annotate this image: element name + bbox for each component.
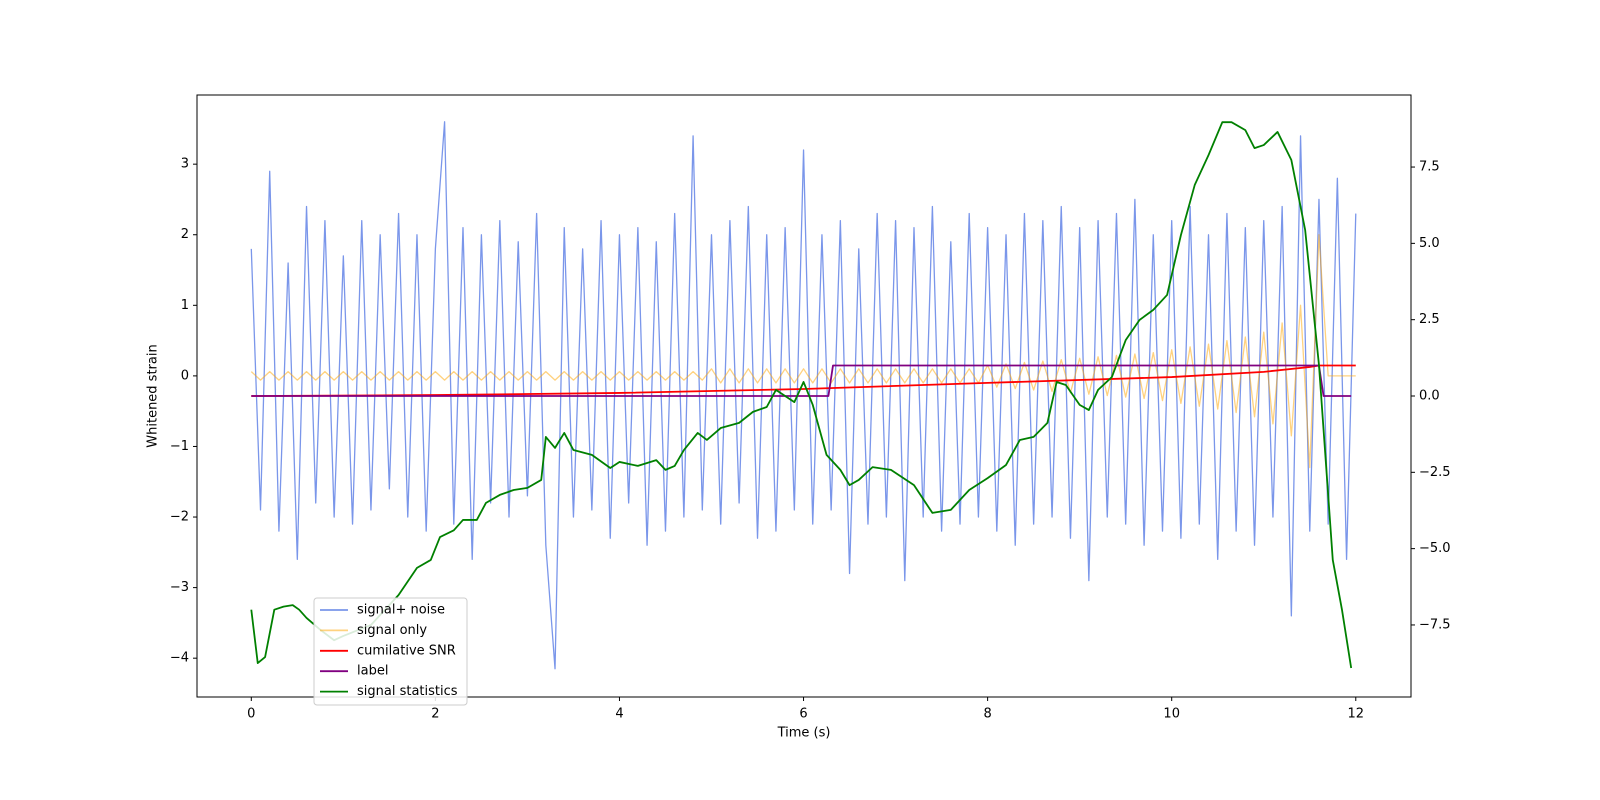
x-tick-label: 4	[615, 707, 623, 722]
y2-tick-label: 0.0	[1419, 389, 1440, 404]
y-axis-label: Whitened strain	[146, 344, 161, 447]
y2-tick-label: −7.5	[1419, 617, 1451, 632]
y-tick-label: −2	[170, 510, 189, 525]
y-tick-label: 3	[181, 157, 189, 172]
y2-tick-label: 5.0	[1419, 236, 1440, 251]
x-tick-label: 10	[1163, 707, 1180, 722]
plot-frame	[196, 94, 1412, 698]
y2-tick-label: −2.5	[1419, 465, 1451, 480]
legend-label: signal only	[357, 623, 427, 638]
series-line	[251, 364, 1356, 397]
plot-lines	[250, 121, 1357, 670]
series-line	[250, 121, 1357, 670]
y-tick-label: 1	[181, 298, 189, 313]
y-tick-label: −4	[170, 651, 189, 666]
legend-label: signal statistics	[357, 684, 458, 699]
series-line	[251, 364, 1352, 397]
x-tick-label: 0	[247, 707, 255, 722]
series-line	[250, 121, 1353, 669]
legend: signal+ noise signal only cumilative SNR la…	[313, 597, 468, 706]
legend-label: signal+ noise	[357, 603, 445, 618]
x-tick-label: 6	[799, 707, 807, 722]
y-tick-label: −1	[170, 439, 189, 454]
x-axis-label: Time (s)	[777, 726, 831, 741]
y2-tick-label: 2.5	[1419, 312, 1440, 327]
legend-box	[313, 597, 468, 706]
y-tick-label: −3	[170, 580, 189, 595]
y-tick-label: 0	[181, 368, 189, 383]
legend-label: cumilative SNR	[357, 643, 456, 658]
y2-tick-label: 7.5	[1419, 160, 1440, 175]
x-tick-label: 8	[983, 707, 991, 722]
legend-label: label	[357, 664, 388, 679]
y2-tick-label: −5.0	[1419, 541, 1451, 556]
series-line	[250, 234, 1356, 469]
x-tick-label: 2	[431, 707, 439, 722]
x-tick-label: 12	[1348, 707, 1365, 722]
y-tick-label: 2	[181, 227, 189, 242]
